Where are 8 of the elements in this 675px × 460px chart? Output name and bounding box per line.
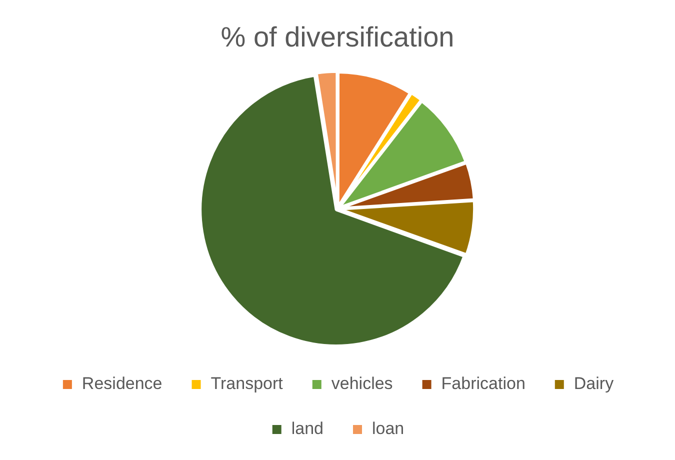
legend-label: land [291,419,324,438]
legend-label: loan [372,419,404,438]
legend-label: Dairy [574,374,614,394]
legend-label: Transport [210,374,284,394]
legend-label: vehicles [331,374,393,394]
legend-label: Residence [82,374,162,394]
chart-title: % of diversification [220,22,454,53]
legend-label: Fabrication [441,374,526,394]
